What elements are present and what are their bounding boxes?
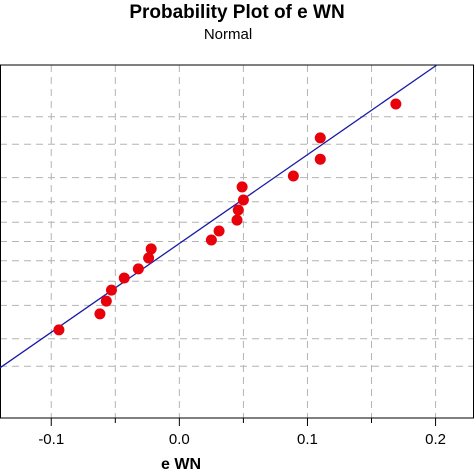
data-point [231, 214, 243, 226]
x-tick-label: 0.2 [425, 431, 446, 448]
chart-title: Probability Plot of e WN [129, 2, 344, 23]
data-point [236, 181, 248, 193]
data-point [314, 153, 326, 165]
fit-line [0, 64, 438, 369]
data-point [237, 194, 249, 206]
data-point [232, 204, 244, 216]
data-point [205, 234, 217, 246]
data-point [213, 225, 225, 237]
data-point [132, 263, 144, 275]
data-point [314, 132, 326, 144]
data-point [100, 295, 112, 307]
x-axis-label: e WN [161, 456, 201, 473]
data-point [145, 243, 157, 255]
data-point [94, 308, 106, 320]
data-point [287, 170, 299, 182]
x-tick-label: -0.1 [38, 431, 64, 448]
data-point [118, 272, 130, 284]
data-point [143, 252, 155, 264]
chart-subtitle: Normal [204, 26, 252, 43]
data-point [53, 324, 65, 336]
x-tick-label: 0.0 [169, 431, 190, 448]
x-tick-label: 0.1 [297, 431, 318, 448]
data-point [105, 284, 117, 296]
data-point [390, 98, 402, 110]
